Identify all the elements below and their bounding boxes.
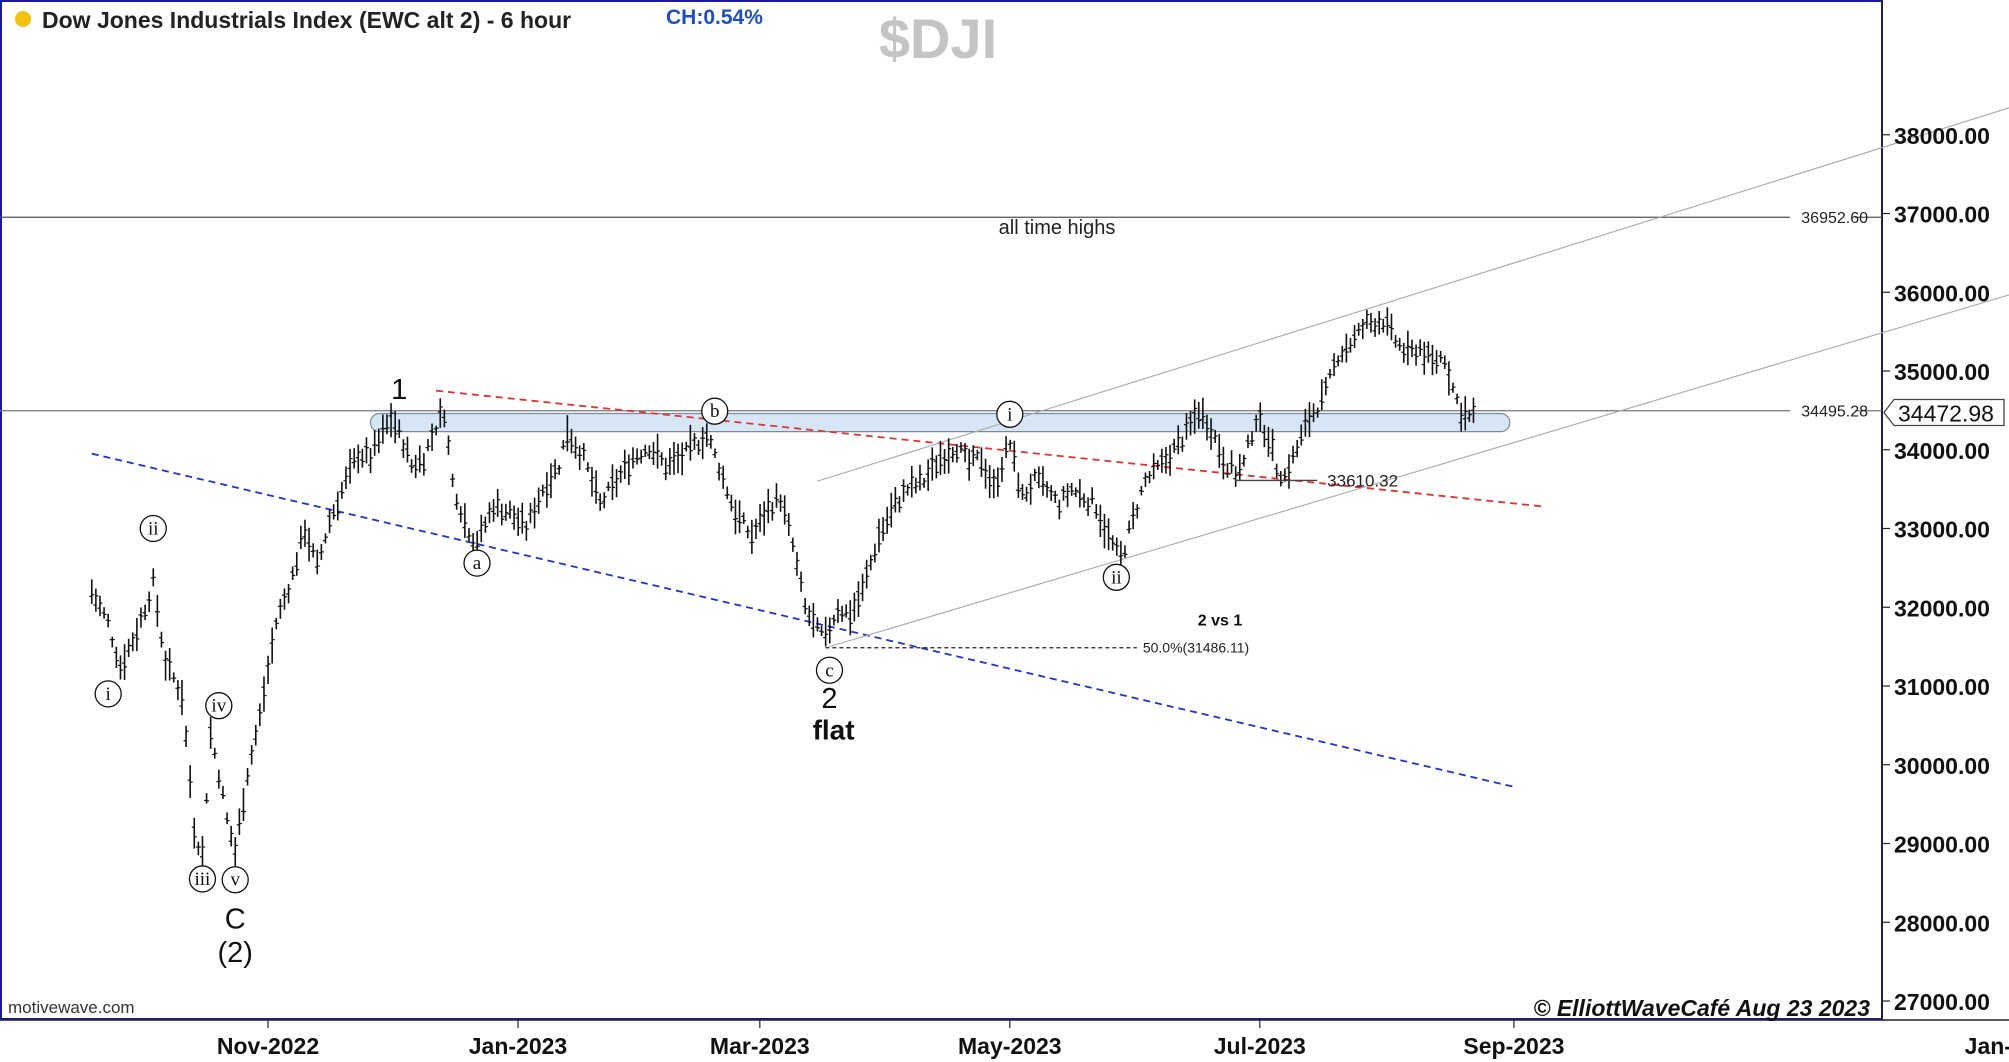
trendline [435, 389, 1543, 508]
wave-label-circle [94, 680, 122, 708]
time-axis-label: May-2023 [958, 1033, 1062, 1059]
wave-label: 2 [821, 683, 837, 715]
support-level-label: 33610.32 [1327, 471, 1398, 490]
trendline [91, 452, 1515, 788]
wave-label: iv [211, 696, 226, 717]
time-axis-label: Nov-2022 [217, 1033, 319, 1059]
wave-label: b [710, 401, 720, 422]
price-axis-label: 37000.00 [1894, 202, 1990, 228]
price-axis-label: 31000.00 [1894, 674, 1990, 700]
wave-label: ii [1111, 567, 1122, 588]
time-axis-label: Jan-2023 [469, 1033, 567, 1059]
wave-label: 1 [391, 374, 407, 406]
horizontal-line-note: all time highs [999, 217, 1116, 239]
price-axis-label: 28000.00 [1894, 910, 1990, 936]
price-axis-label: 34000.00 [1894, 438, 1990, 464]
wave-label-circle [996, 400, 1024, 428]
wave-label: c [825, 660, 833, 681]
last-price-label: 34472.98 [1898, 401, 1994, 427]
price-axis-label: 33000.00 [1894, 517, 1990, 543]
status-dot [15, 11, 31, 27]
price-axis-label: 35000.00 [1894, 359, 1990, 385]
wave-label: i [106, 684, 111, 705]
price-axis-label: 30000.00 [1894, 753, 1990, 779]
source-label: motivewave.com [8, 998, 135, 1017]
horizontal-line-price-label: 36952.60 [1801, 210, 1868, 227]
wave-label: (2) [217, 937, 252, 969]
annotations-layer: 33610.32 50.0%(31486.11) 2 vs 1 [825, 471, 1398, 656]
trendline [829, 294, 2009, 648]
plot-border [0, 0, 1883, 1020]
copyright-label: © ElliottWaveCafé Aug 23 2023 [1533, 995, 1870, 1021]
wave-label: ii [148, 519, 159, 540]
horizontal-lines-layer: 36952.60 all time highs 34495.28 [0, 210, 1882, 421]
wave-label-circle [205, 692, 233, 720]
time-axis: Nov-2022 Jan-2023 Mar-2023 May-2023 Jul-2023… [217, 1020, 2009, 1059]
retracement-note: 2 vs 1 [1198, 613, 1243, 630]
retracement-label: 50.0%(31486.11) [1143, 640, 1249, 656]
wave-label: C [225, 903, 246, 935]
price-axis: 27000.00 28000.00 29000.00 30000.00 31000.00… [1882, 123, 2005, 1015]
price-axis-label: 36000.00 [1894, 280, 1990, 306]
wave-label-circle [188, 865, 217, 893]
wave-label: v [230, 870, 240, 891]
price-axis-label: 27000.00 [1894, 989, 1990, 1015]
price-axis-label: 29000.00 [1894, 832, 1990, 858]
price-axis-label: 38000.00 [1894, 123, 1990, 149]
horizontal-line-price-label: 34495.28 [1801, 404, 1868, 421]
wave-label-circle [815, 656, 844, 684]
chart-title: Dow Jones Industrials Index (EWC alt 2) … [42, 7, 571, 33]
resistance-zone-layer [369, 412, 1511, 433]
wave-label: iii [195, 869, 211, 890]
trendline [817, 107, 2009, 482]
change-readout: CH:0.54% [666, 6, 763, 29]
wave-label: flat [813, 714, 855, 745]
wave-label-circle [139, 514, 167, 543]
price-axis-label: 32000.00 [1894, 595, 1990, 621]
time-axis-label: Jan-2024 [1965, 1033, 2009, 1059]
time-axis-label: Mar-2023 [710, 1033, 810, 1059]
wave-label: a [473, 553, 482, 574]
wave-label: i [1007, 404, 1012, 425]
time-axis-label: Jul-2023 [1214, 1033, 1306, 1059]
time-axis-label: Sep-2023 [1463, 1033, 1564, 1059]
wave-label-circle [221, 866, 249, 894]
wave-label-circle [701, 397, 729, 425]
wave-label-circle [463, 549, 491, 577]
resistance-zone [369, 412, 1511, 433]
symbol-watermark: $DJI [879, 7, 997, 70]
price-bars-layer [89, 307, 1476, 869]
last-price-box [1883, 398, 2005, 427]
wave-label-circle [1102, 563, 1131, 591]
